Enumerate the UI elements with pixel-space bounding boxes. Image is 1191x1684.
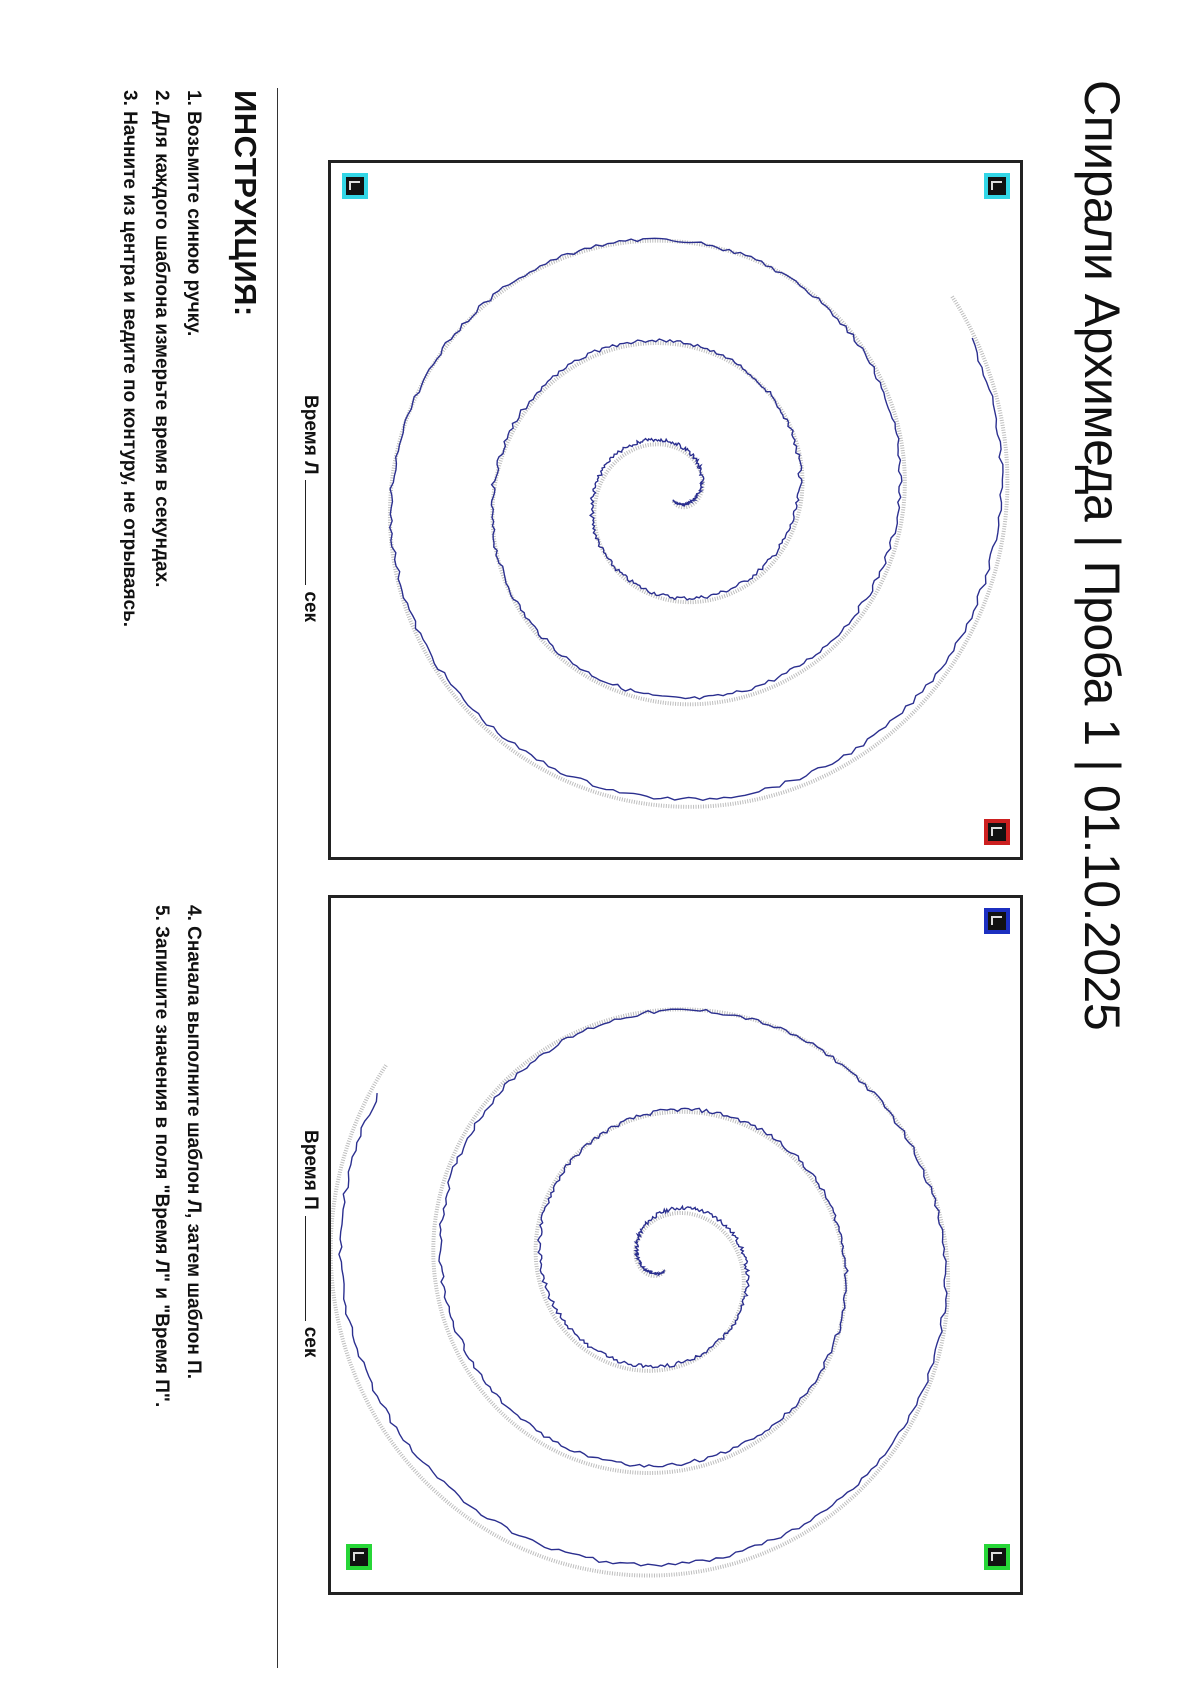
page-title: Спирали Архимеда | Проба 1 | 01.10.2025 [1073,80,1131,1030]
section-divider [277,88,278,1668]
spiral-template-right[interactable] [328,895,1023,1595]
marker-right-top-left-icon [984,908,1010,934]
spiral-guide-right [331,1009,948,1575]
time-field-right: Время П сек [299,1130,321,1357]
marker-left-bottom-left-icon [342,173,368,199]
spiral-trace-left [390,238,1003,800]
instruction-item: 3. Начните из центра и ведите по контуру… [118,90,140,627]
marker-right-top-right-icon [984,1544,1010,1570]
instruction-item: 4. Сначала выполните шаблон Л, затем шаб… [182,905,204,1379]
time-field-right-label: Время П [300,1130,321,1210]
instruction-item: 5. Запишите значения в поля "Время Л" и … [150,905,172,1407]
time-input-right[interactable] [305,1216,306,1321]
spiral-drawing-right [331,898,1020,1592]
time-field-left: Время Л сек [299,395,321,622]
marker-left-top-left-icon [984,173,1010,199]
spiral-template-left[interactable] [328,160,1023,860]
spiral-trace-right [339,1009,947,1566]
marker-left-top-right-icon [984,819,1010,845]
time-field-left-label: Время Л [300,395,321,474]
instruction-item: 2. Для каждого шаблона измерьте время в … [150,90,172,587]
marker-right-bottom-right-icon [346,1544,372,1570]
spiral-drawing-left [331,163,1020,857]
time-field-left-unit: сек [300,591,321,622]
time-field-right-unit: сек [300,1327,321,1358]
spiral-guide-left [390,241,1008,807]
time-input-left[interactable] [305,480,306,585]
instruction-item: 1. Возьмите синюю ручку. [182,90,204,336]
instructions-heading: ИНСТРУКЦИЯ: [227,90,263,317]
